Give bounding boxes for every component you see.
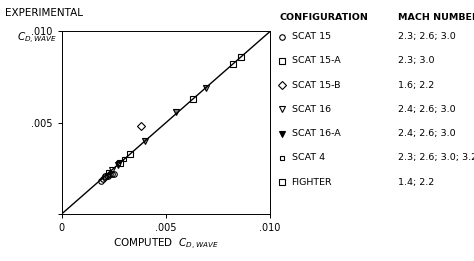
Text: 2.3; 3.0: 2.3; 3.0 <box>398 56 435 65</box>
Text: FIGHTER: FIGHTER <box>292 178 332 187</box>
Text: 1.6; 2.2: 1.6; 2.2 <box>398 81 434 90</box>
Text: $C_{D, WAVE}$: $C_{D, WAVE}$ <box>17 31 57 46</box>
Text: 2.3; 2.6; 3.0: 2.3; 2.6; 3.0 <box>398 32 456 41</box>
Text: 1.4; 2.2: 1.4; 2.2 <box>398 178 434 187</box>
Text: SCAT 16-A: SCAT 16-A <box>292 129 340 138</box>
Text: SCAT 16: SCAT 16 <box>292 105 331 114</box>
Text: 2.4; 2.6; 3.0: 2.4; 2.6; 3.0 <box>398 105 456 114</box>
Text: 2.4; 2.6; 3.0: 2.4; 2.6; 3.0 <box>398 129 456 138</box>
Text: SCAT 15-B: SCAT 15-B <box>292 81 340 90</box>
Text: SCAT 15: SCAT 15 <box>292 32 331 41</box>
Text: CONFIGURATION: CONFIGURATION <box>280 13 368 22</box>
Text: MACH NUMBERS: MACH NUMBERS <box>398 13 474 22</box>
Text: 2.3; 2.6; 3.0; 3.2: 2.3; 2.6; 3.0; 3.2 <box>398 153 474 162</box>
Text: EXPERIMENTAL: EXPERIMENTAL <box>5 8 83 18</box>
X-axis label: COMPUTED  $C_{D, WAVE}$: COMPUTED $C_{D, WAVE}$ <box>113 237 219 252</box>
Text: SCAT 15-A: SCAT 15-A <box>292 56 340 65</box>
Text: SCAT 4: SCAT 4 <box>292 153 325 162</box>
